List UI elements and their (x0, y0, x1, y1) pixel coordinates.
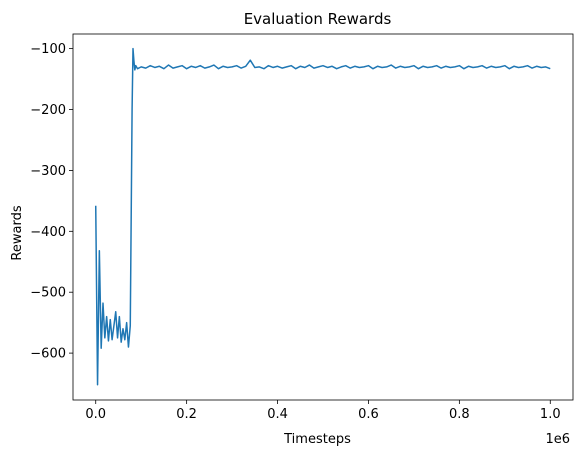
y-axis-ticks: −100 −200 −300 −400 −500 −600 (30, 42, 73, 362)
x-tick-label: 0.8 (449, 407, 470, 422)
y-tick-label: −100 (30, 42, 66, 57)
y-tick-label: −600 (30, 347, 66, 362)
plot-area (94, 47, 551, 386)
y-tick-label: −200 (30, 103, 66, 118)
x-axis-label: Timesteps (283, 432, 351, 447)
y-tick-label: −300 (30, 164, 66, 179)
x-axis-ticks: 0.0 0.2 0.4 0.6 0.8 1.0 (85, 400, 561, 422)
x-tick-label: 1.0 (540, 407, 561, 422)
x-tick-label: 0.6 (358, 407, 379, 422)
series-line-0 (94, 47, 551, 386)
y-axis-label: Rewards (10, 205, 25, 260)
chart-title: Evaluation Rewards (244, 10, 392, 28)
plot-frame (72, 33, 574, 401)
x-tick-label: 0.2 (176, 407, 197, 422)
x-tick-label: 0.4 (267, 407, 288, 422)
y-tick-label: −500 (30, 286, 66, 301)
x-offset-text: 1e6 (545, 432, 570, 447)
x-tick-label: 0.0 (85, 407, 106, 422)
y-tick-label: −400 (30, 225, 66, 240)
